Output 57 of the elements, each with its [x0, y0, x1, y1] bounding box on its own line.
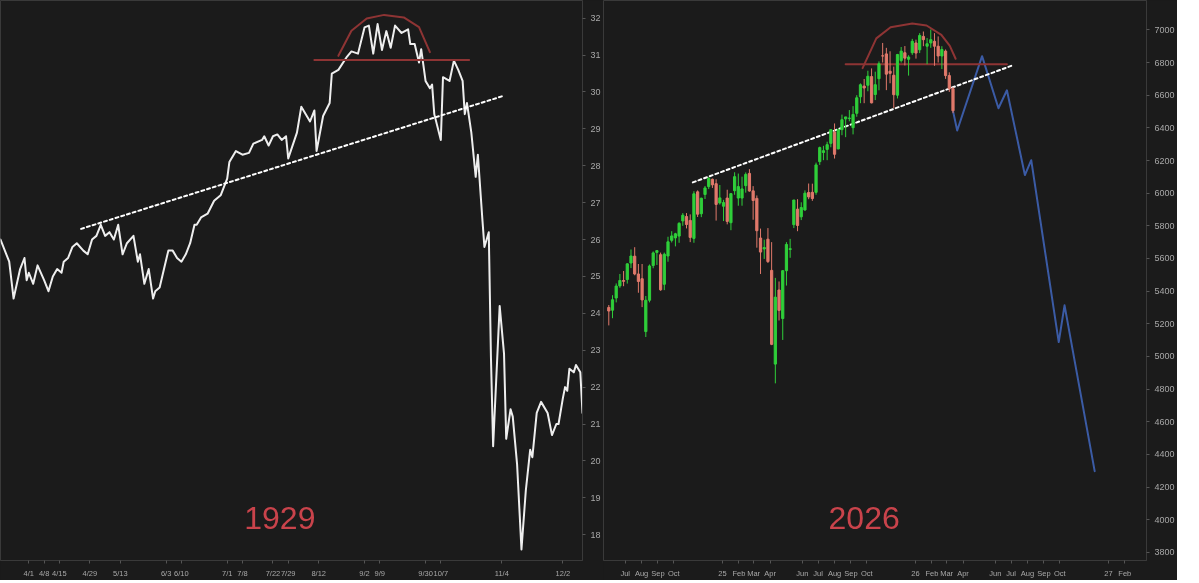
candlestick [762, 239, 766, 260]
y-tick-label: 21 [590, 419, 601, 429]
y-tick-label: 4600 [1154, 416, 1175, 427]
y-tick-label: 18 [590, 529, 601, 540]
y-tick-label: 7000 [1154, 24, 1175, 35]
y-tick-label: 5600 [1154, 253, 1175, 264]
candlestick [932, 32, 937, 67]
candlestick [884, 47, 888, 91]
y-tick-label: 5400 [1154, 286, 1175, 297]
y-tick-label: 4000 [1154, 514, 1175, 525]
candlestick [940, 45, 944, 70]
line-series [0, 23, 583, 551]
y-tick-label: 5200 [1154, 318, 1175, 329]
y-tick-label: 25 [590, 271, 601, 282]
annotation: 1929 [244, 499, 316, 536]
candlestick [640, 263, 644, 308]
y-tick-label: 4800 [1154, 384, 1175, 395]
candlestick [906, 54, 911, 77]
y-tick-label: 31 [590, 50, 601, 61]
candlestick [714, 178, 718, 222]
y-tick-label: 3800 [1154, 547, 1175, 558]
candlestick [866, 70, 870, 92]
y-tick-label: 26 [590, 234, 601, 245]
candlestick [903, 45, 907, 66]
line-series [951, 55, 1096, 473]
candlestick [725, 189, 729, 225]
y-tick-label: 30 [590, 86, 601, 97]
y-tick-label: 19 [590, 492, 601, 503]
y-tick-label: 6400 [1154, 122, 1175, 133]
y-tick-label: 5800 [1154, 220, 1175, 231]
candlestick [655, 249, 659, 266]
candlestick [721, 199, 726, 222]
y-tick-label: 32 [590, 13, 601, 24]
y-tick-label: 6200 [1154, 155, 1175, 166]
annotation: 2026 [828, 499, 900, 536]
y-tick-label: 29 [590, 123, 601, 134]
y-tick-label: 23 [590, 345, 601, 356]
candlestick [777, 280, 781, 321]
y-tick-label: 5000 [1154, 351, 1175, 362]
candlestick [607, 304, 611, 326]
y-tick-label: 6600 [1154, 90, 1175, 101]
y-tick-label: 6800 [1154, 57, 1175, 68]
candlestick [862, 78, 866, 104]
candlestick [936, 35, 940, 64]
candlestick [844, 116, 848, 138]
candlestick [740, 176, 744, 207]
y-tick-label: 27 [590, 197, 601, 208]
y-tick-label: 4400 [1154, 449, 1175, 460]
y-tick-label: 20 [590, 455, 601, 466]
y-tick-label: 22 [590, 382, 601, 393]
line-series [337, 13, 431, 57]
y-tick-label: 28 [590, 160, 601, 171]
y-tick-label: 24 [590, 308, 601, 319]
candlestick [736, 173, 740, 207]
y-tick-label: 6000 [1154, 188, 1175, 199]
candlestick [914, 39, 918, 60]
y-tick-label: 4200 [1154, 482, 1175, 493]
